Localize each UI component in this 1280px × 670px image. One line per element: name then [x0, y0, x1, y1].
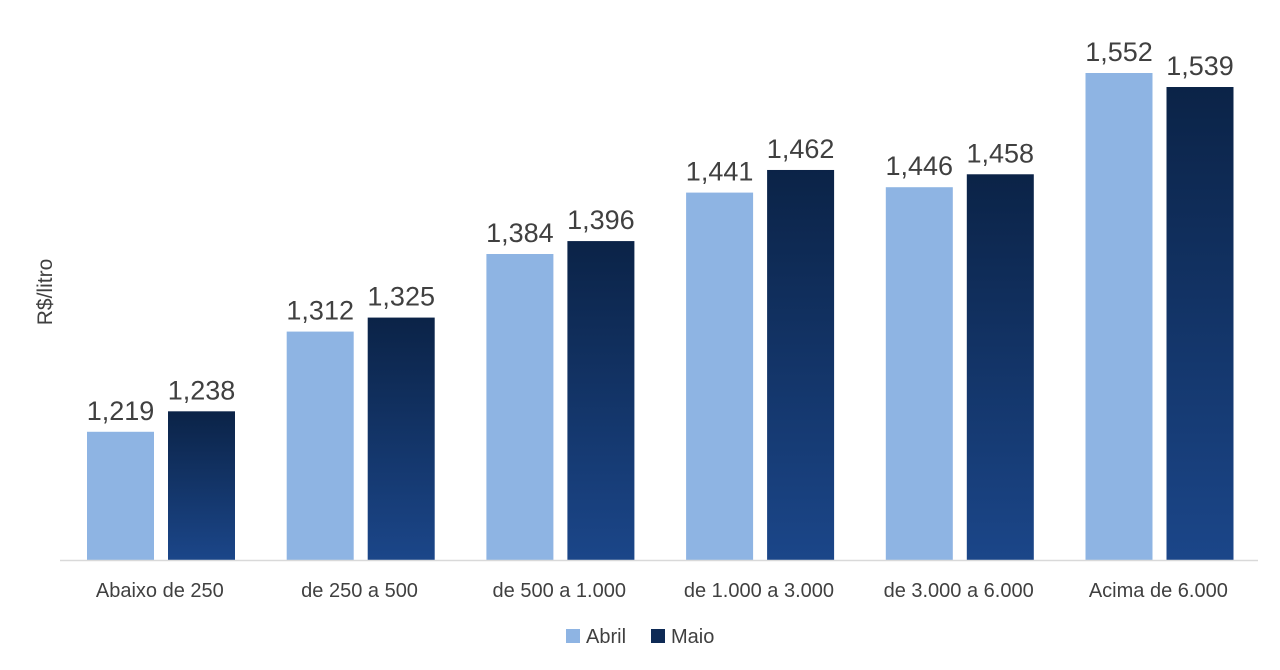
legend: Abril Maio: [566, 626, 714, 648]
data-label: 1,396: [567, 205, 635, 235]
bar-maio: [966, 174, 1034, 561]
legend-label-abril: Abril: [586, 626, 626, 648]
x-tick-label: de 3.000 a 6.000: [884, 580, 1034, 602]
data-label: 1,462: [767, 134, 835, 164]
data-label: 1,458: [967, 138, 1035, 168]
data-label: 1,441: [686, 157, 754, 187]
data-label: 1,238: [168, 375, 236, 405]
data-label: 1,219: [87, 396, 155, 426]
legend-label-maio: Maio: [671, 626, 714, 648]
bar-maio: [767, 169, 835, 560]
x-tick-label: Abaixo de 250: [96, 580, 224, 602]
bar-abril: [87, 431, 154, 560]
bar-maio: [567, 241, 635, 560]
bar-maio: [1166, 87, 1234, 560]
bar-abril: [286, 331, 354, 560]
x-tick-label: Acima de 6.000: [1089, 580, 1228, 602]
x-tick-label: de 500 a 1.000: [493, 580, 626, 602]
data-label: 1,446: [886, 151, 954, 181]
legend-swatch-abril: [566, 629, 580, 643]
bar-abril: [1085, 73, 1153, 560]
bar-abril: [885, 187, 953, 561]
bar-maio: [367, 317, 435, 560]
data-label: 1,312: [286, 296, 354, 326]
data-label: 1,384: [486, 218, 554, 248]
data-label: 1,325: [367, 282, 435, 312]
bar-abril: [486, 254, 554, 560]
y-axis-label: R$/litro: [34, 259, 57, 326]
bar-maio: [168, 411, 235, 560]
legend-swatch-maio: [651, 629, 665, 643]
x-tick-label: de 1.000 a 3.000: [684, 580, 834, 602]
bar-abril: [686, 192, 754, 560]
data-label: 1,539: [1166, 51, 1234, 81]
data-label: 1,552: [1085, 37, 1153, 67]
x-tick-label: de 250 a 500: [301, 580, 418, 602]
